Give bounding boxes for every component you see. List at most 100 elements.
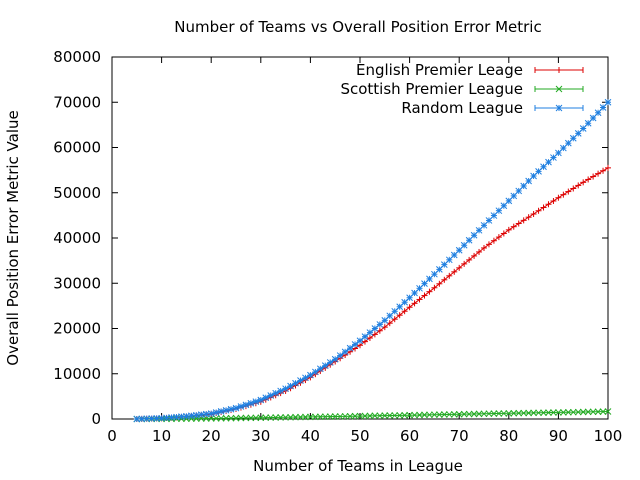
data-point — [331, 413, 339, 420]
data-point — [336, 352, 344, 359]
data-point — [520, 409, 528, 417]
data-point — [589, 408, 597, 416]
data-point — [242, 414, 250, 422]
data-point — [584, 119, 592, 127]
data-point — [569, 408, 577, 416]
data-point — [599, 408, 607, 415]
data-point — [217, 408, 225, 415]
legend-marker — [556, 67, 562, 73]
data-point — [555, 409, 562, 416]
data-point — [535, 409, 542, 417]
data-point — [530, 409, 537, 417]
data-point — [381, 317, 389, 324]
data-point — [376, 412, 384, 420]
data-point — [515, 409, 523, 417]
data-point — [495, 234, 502, 241]
data-point — [371, 325, 379, 332]
data-point — [450, 251, 458, 259]
data-point — [530, 211, 537, 218]
data-point — [282, 413, 289, 421]
data-point — [441, 276, 448, 283]
data-point — [600, 167, 607, 174]
data-point — [371, 331, 378, 338]
y-tick-label: 30000 — [53, 274, 101, 292]
data-point — [545, 201, 552, 208]
data-point — [515, 220, 522, 227]
data-point — [153, 414, 160, 422]
data-point — [302, 413, 309, 421]
data-point — [579, 125, 587, 132]
data-point — [460, 410, 468, 418]
data-point — [351, 341, 359, 348]
data-point — [396, 411, 404, 419]
data-point — [550, 197, 557, 204]
data-point — [560, 144, 567, 152]
data-point — [346, 344, 354, 352]
data-point — [450, 410, 458, 418]
data-point — [247, 414, 255, 422]
data-point — [451, 268, 458, 275]
data-point — [406, 411, 413, 419]
data-point — [341, 348, 349, 356]
data-point — [456, 264, 463, 271]
data-point — [545, 409, 552, 416]
data-point — [391, 412, 399, 419]
data-point — [356, 337, 364, 345]
data-point — [406, 304, 413, 311]
data-point — [461, 260, 468, 267]
data-point — [237, 414, 245, 422]
data-point — [436, 280, 443, 287]
data-point — [341, 412, 349, 420]
data-point — [252, 414, 260, 422]
x-tick-label: 80 — [499, 427, 518, 445]
data-point — [480, 410, 488, 418]
data-point — [495, 410, 503, 417]
data-point — [485, 241, 492, 248]
data-point — [331, 355, 339, 363]
data-point — [307, 413, 314, 421]
data-point — [579, 408, 587, 416]
data-point — [401, 308, 408, 315]
data-point — [421, 411, 428, 419]
data-point — [307, 371, 314, 379]
legend-item: Scottish Premier League — [340, 80, 584, 98]
x-tick-label: 100 — [594, 427, 623, 445]
data-point — [431, 284, 438, 291]
legend-item: English Premier Leage — [356, 61, 584, 79]
data-point — [510, 223, 517, 230]
data-point — [207, 410, 215, 417]
data-point — [232, 414, 240, 422]
data-point — [445, 411, 453, 418]
data-point — [381, 412, 389, 419]
data-point — [292, 413, 299, 421]
data-point — [520, 217, 527, 224]
data-point — [426, 411, 433, 419]
data-point — [560, 191, 567, 198]
data-point — [431, 411, 438, 419]
data-point — [366, 412, 374, 420]
axis-ticks: 0 10 20 30 40 50 60 70 80 90 100 0 10000 20000 30000 40… — [53, 48, 622, 445]
data-point — [500, 230, 507, 237]
data-point — [262, 414, 270, 422]
data-point — [336, 413, 344, 420]
series-english-premier-leage — [133, 164, 611, 422]
data-point — [590, 173, 597, 180]
data-point — [540, 204, 547, 211]
data-point — [411, 300, 418, 307]
data-point — [351, 412, 359, 420]
data-point — [466, 256, 473, 263]
data-point — [540, 409, 547, 417]
data-point — [490, 237, 497, 244]
data-point — [312, 368, 319, 376]
data-point — [416, 411, 423, 419]
y-tick-label: 60000 — [53, 139, 101, 157]
data-point — [580, 179, 587, 186]
data-point — [475, 410, 483, 418]
data-point — [436, 411, 443, 418]
legend-marker — [555, 85, 563, 93]
y-tick-label: 40000 — [53, 229, 101, 247]
data-point — [426, 288, 433, 295]
data-point — [574, 408, 582, 416]
data-point — [565, 188, 572, 195]
